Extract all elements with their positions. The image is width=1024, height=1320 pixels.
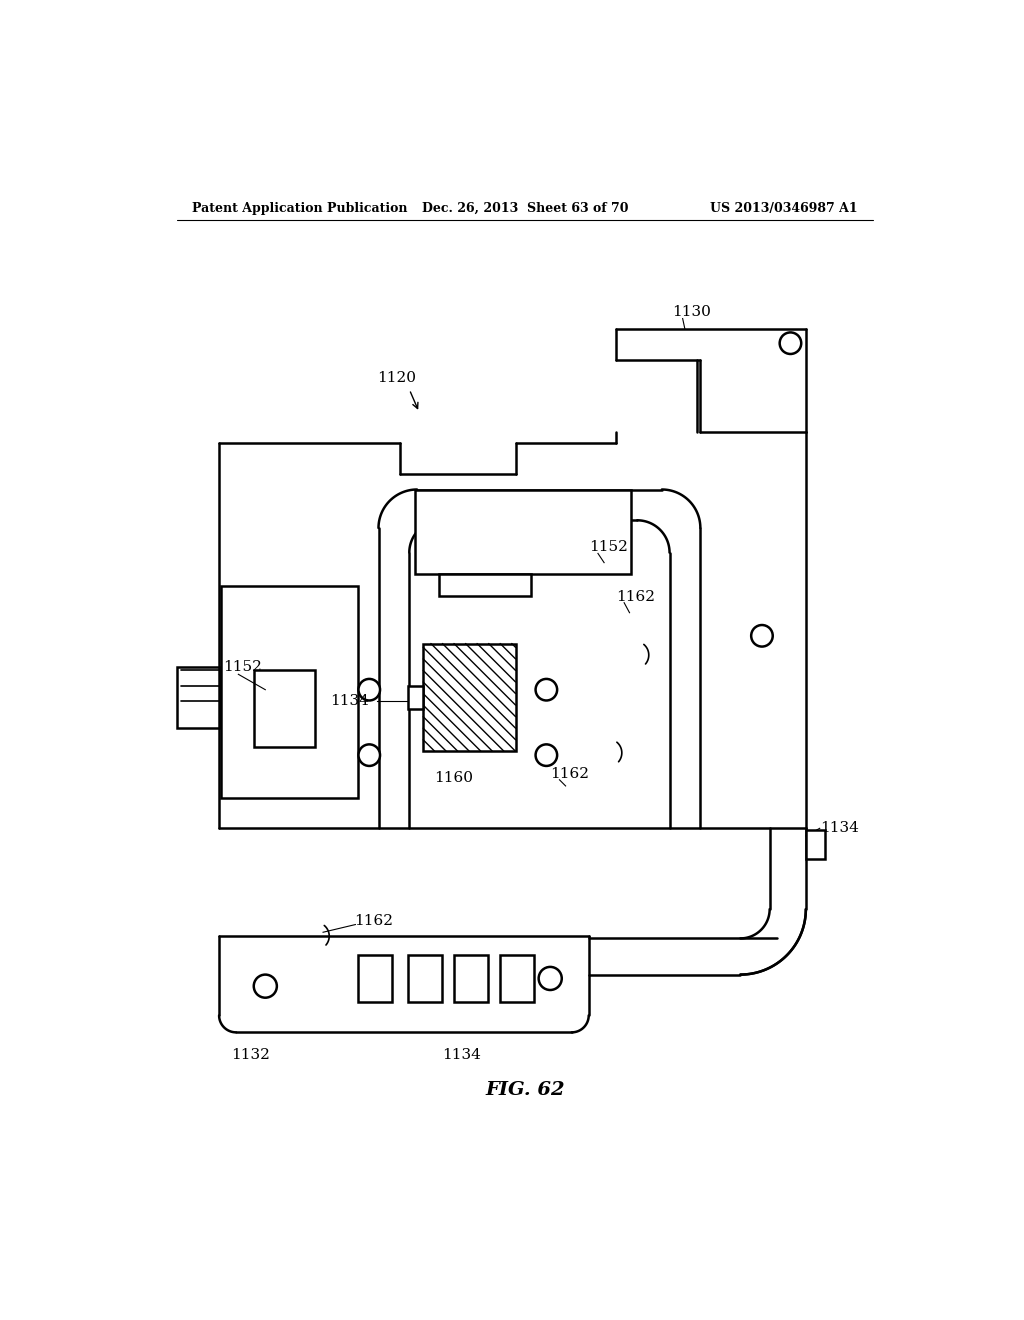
Bar — [221, 586, 357, 797]
Text: Patent Application Publication: Patent Application Publication — [193, 202, 408, 215]
Circle shape — [254, 974, 276, 998]
Text: 1162: 1162 — [354, 913, 393, 928]
Bar — [408, 956, 441, 1002]
Circle shape — [539, 966, 562, 990]
Text: US 2013/0346987 A1: US 2013/0346987 A1 — [710, 202, 857, 215]
Text: 1132: 1132 — [230, 1048, 269, 1063]
Text: 1152: 1152 — [589, 540, 628, 554]
Text: 1130: 1130 — [672, 305, 711, 319]
Bar — [177, 667, 219, 729]
Text: FIG. 62: FIG. 62 — [485, 1081, 564, 1100]
Bar — [254, 671, 315, 747]
Bar — [423, 644, 515, 751]
Text: 1134: 1134 — [331, 694, 370, 709]
Bar — [438, 574, 531, 595]
Text: 1162: 1162 — [615, 590, 654, 605]
Text: Dec. 26, 2013  Sheet 63 of 70: Dec. 26, 2013 Sheet 63 of 70 — [422, 202, 628, 215]
Circle shape — [752, 626, 773, 647]
Text: 1134: 1134 — [442, 1048, 481, 1063]
Text: 1134: 1134 — [819, 821, 858, 836]
Circle shape — [536, 744, 557, 766]
Text: 1160: 1160 — [434, 771, 473, 785]
Text: 1162: 1162 — [550, 767, 589, 781]
Circle shape — [358, 744, 380, 766]
Bar — [806, 830, 825, 859]
Bar — [416, 490, 631, 574]
Circle shape — [779, 333, 801, 354]
Bar — [357, 956, 391, 1002]
Bar — [500, 956, 535, 1002]
Bar — [454, 956, 487, 1002]
Text: 1152: 1152 — [223, 660, 262, 673]
Circle shape — [358, 678, 380, 701]
Circle shape — [536, 678, 557, 701]
Bar — [408, 686, 423, 709]
Text: 1120: 1120 — [377, 371, 416, 385]
